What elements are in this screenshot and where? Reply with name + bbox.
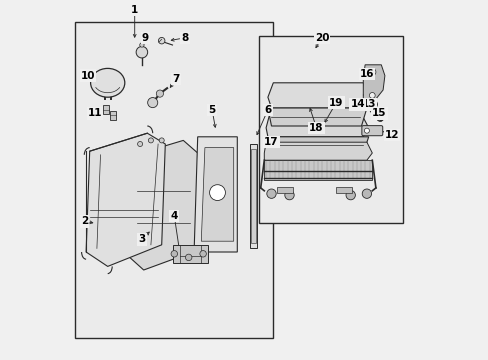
Circle shape xyxy=(370,102,375,107)
Polygon shape xyxy=(264,142,371,160)
Polygon shape xyxy=(363,65,384,108)
Polygon shape xyxy=(194,137,237,252)
Text: 20: 20 xyxy=(314,33,328,43)
Polygon shape xyxy=(172,245,208,263)
Circle shape xyxy=(185,254,192,261)
Circle shape xyxy=(147,98,158,108)
Bar xyxy=(110,111,116,120)
Text: 3: 3 xyxy=(138,234,145,244)
Circle shape xyxy=(158,37,164,44)
Circle shape xyxy=(137,141,142,147)
Circle shape xyxy=(346,190,355,200)
Bar xyxy=(75,22,273,338)
Polygon shape xyxy=(267,83,366,108)
Circle shape xyxy=(171,251,177,257)
Polygon shape xyxy=(125,140,197,270)
Text: 6: 6 xyxy=(264,105,271,115)
Polygon shape xyxy=(86,133,165,266)
Ellipse shape xyxy=(377,113,382,119)
Text: 17: 17 xyxy=(264,137,278,147)
Circle shape xyxy=(266,189,276,198)
Text: 2: 2 xyxy=(81,216,88,226)
Polygon shape xyxy=(265,137,368,153)
Text: 11: 11 xyxy=(88,108,102,118)
Circle shape xyxy=(364,128,368,133)
Bar xyxy=(251,149,255,243)
Circle shape xyxy=(200,251,206,257)
Text: 9: 9 xyxy=(142,33,149,43)
Text: 1: 1 xyxy=(131,5,138,15)
Bar xyxy=(276,187,292,193)
Polygon shape xyxy=(201,148,233,241)
Text: 4: 4 xyxy=(170,211,178,221)
Circle shape xyxy=(362,189,371,198)
Text: 18: 18 xyxy=(308,123,323,133)
Circle shape xyxy=(209,185,225,201)
Text: 14: 14 xyxy=(350,99,365,109)
Circle shape xyxy=(140,43,144,47)
Polygon shape xyxy=(267,108,366,126)
Bar xyxy=(103,105,108,114)
Bar xyxy=(258,36,402,223)
Bar xyxy=(336,187,352,193)
Text: 15: 15 xyxy=(371,108,386,118)
Text: 19: 19 xyxy=(328,98,343,108)
Text: 12: 12 xyxy=(384,130,399,140)
Bar xyxy=(192,247,208,254)
Polygon shape xyxy=(265,114,368,137)
Circle shape xyxy=(156,90,163,97)
Circle shape xyxy=(159,138,164,143)
Text: 5: 5 xyxy=(208,105,215,115)
FancyBboxPatch shape xyxy=(361,126,382,136)
Circle shape xyxy=(368,68,375,76)
Polygon shape xyxy=(249,144,257,248)
Text: 7: 7 xyxy=(172,74,180,84)
Ellipse shape xyxy=(90,68,124,97)
Text: 8: 8 xyxy=(181,33,188,43)
Circle shape xyxy=(368,93,374,98)
Text: 13: 13 xyxy=(361,99,375,109)
Text: 16: 16 xyxy=(359,69,373,79)
Bar xyxy=(264,160,371,180)
Circle shape xyxy=(148,138,153,143)
Circle shape xyxy=(284,190,294,200)
Circle shape xyxy=(136,46,147,58)
Text: 10: 10 xyxy=(81,71,95,81)
